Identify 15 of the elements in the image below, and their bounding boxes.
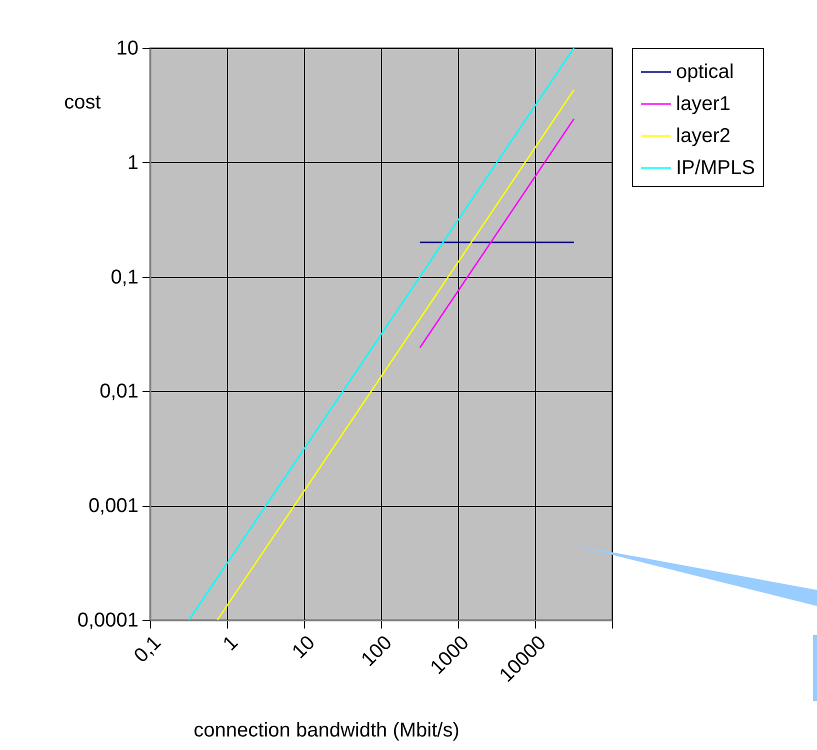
- y-tick-label: 0,1: [110, 266, 138, 288]
- legend-label: optical: [676, 61, 734, 83]
- x-tick-label: 1: [218, 632, 242, 656]
- y-tick-label: 0,0001: [77, 610, 138, 632]
- y-tick-label: 0,001: [88, 495, 138, 518]
- legend-label: layer1: [676, 93, 730, 115]
- y-tick-label: 0,01: [100, 380, 138, 403]
- y-tick-label: 10: [116, 38, 138, 60]
- y-tick-label: 1: [127, 152, 138, 174]
- y-axis-title: cost: [64, 92, 102, 114]
- x-tick-label: 100: [357, 632, 396, 671]
- legend-label: IP/MPLS: [676, 157, 755, 179]
- legend-label: layer2: [676, 125, 730, 147]
- x-tick-label: 10: [288, 632, 320, 664]
- x-axis-title: connection bandwidth (Mbit/s): [194, 720, 460, 742]
